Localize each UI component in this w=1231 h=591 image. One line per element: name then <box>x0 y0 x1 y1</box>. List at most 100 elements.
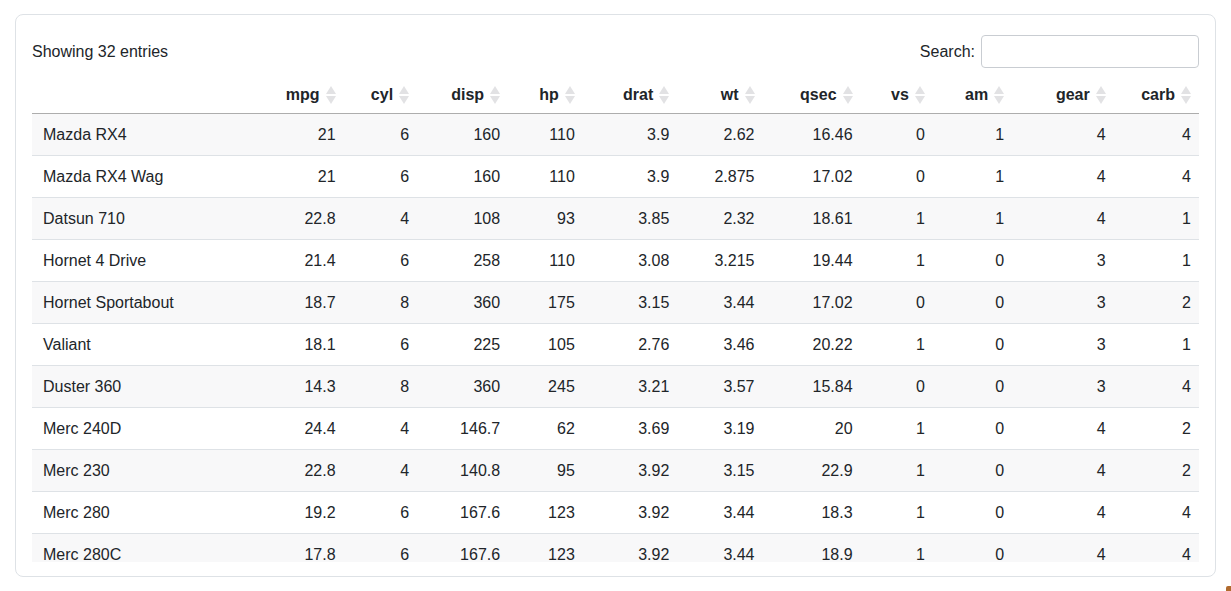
cell-cyl: 8 <box>344 365 418 407</box>
cell-disp: 146.7 <box>417 407 508 449</box>
cell-cyl: 6 <box>344 533 418 562</box>
cell-qsec: 17.02 <box>763 281 861 323</box>
cell-carb: 4 <box>1114 113 1199 155</box>
sort-both-icon <box>1181 86 1191 104</box>
cell-drat: 3.92 <box>583 491 678 533</box>
cell-wt: 3.57 <box>677 365 762 407</box>
cell-cyl: 6 <box>344 491 418 533</box>
data-table-card: Showing 32 entries Search: mpgcyldisphpd… <box>15 14 1216 577</box>
cell-vs: 0 <box>861 155 933 197</box>
cell-vs: 1 <box>861 449 933 491</box>
table-row: Mazda RX4 Wag2161601103.92.87517.020144 <box>32 155 1199 197</box>
cell-am: 0 <box>933 491 1012 533</box>
cell-disp: 167.6 <box>417 533 508 562</box>
cell-carb: 4 <box>1114 365 1199 407</box>
table-info: Showing 32 entries <box>32 43 168 61</box>
column-title: gear <box>1056 86 1090 103</box>
cell-carb: 1 <box>1114 239 1199 281</box>
cell-disp: 108 <box>417 197 508 239</box>
cell-cyl: 8 <box>344 281 418 323</box>
cell-gear: 4 <box>1012 155 1114 197</box>
row-name-cell: Hornet 4 Drive <box>32 239 253 281</box>
column-header-vs[interactable]: vs <box>861 78 933 113</box>
cell-hp: 93 <box>508 197 583 239</box>
cell-hp: 245 <box>508 365 583 407</box>
cell-hp: 95 <box>508 449 583 491</box>
search-input[interactable] <box>981 35 1199 68</box>
column-header-disp[interactable]: disp <box>417 78 508 113</box>
cell-vs: 0 <box>861 113 933 155</box>
row-name-cell: Valiant <box>32 323 253 365</box>
row-name-cell: Merc 230 <box>32 449 253 491</box>
row-name-cell: Hornet Sportabout <box>32 281 253 323</box>
cell-wt: 3.44 <box>677 281 762 323</box>
column-header-rowname[interactable] <box>32 78 253 113</box>
cell-carb: 2 <box>1114 281 1199 323</box>
cell-qsec: 22.9 <box>763 449 861 491</box>
cell-disp: 225 <box>417 323 508 365</box>
cell-mpg: 19.2 <box>253 491 344 533</box>
table-scroll-area[interactable]: mpg cyl disphpdratwt qsec vs am gear carb Mazda… <box>32 78 1199 562</box>
cell-am: 1 <box>933 197 1012 239</box>
cell-am: 0 <box>933 365 1012 407</box>
cell-hp: 110 <box>508 155 583 197</box>
cell-am: 0 <box>933 281 1012 323</box>
cell-wt: 3.19 <box>677 407 762 449</box>
column-header-am[interactable]: am <box>933 78 1012 113</box>
column-header-wt[interactable]: wt <box>677 78 762 113</box>
cell-cyl: 6 <box>344 239 418 281</box>
cell-vs: 1 <box>861 197 933 239</box>
column-header-gear[interactable]: gear <box>1012 78 1114 113</box>
cell-disp: 160 <box>417 155 508 197</box>
cell-hp: 62 <box>508 407 583 449</box>
cell-mpg: 18.7 <box>253 281 344 323</box>
cell-cyl: 4 <box>344 407 418 449</box>
cell-carb: 1 <box>1114 197 1199 239</box>
cell-drat: 3.92 <box>583 449 678 491</box>
cell-wt: 2.32 <box>677 197 762 239</box>
cell-hp: 105 <box>508 323 583 365</box>
table-row: Valiant18.162251052.763.4620.221031 <box>32 323 1199 365</box>
column-header-qsec[interactable]: qsec <box>763 78 861 113</box>
cell-qsec: 18.61 <box>763 197 861 239</box>
column-title: carb <box>1141 86 1175 103</box>
cell-qsec: 16.46 <box>763 113 861 155</box>
column-title: qsec <box>800 86 836 103</box>
column-header-hp[interactable]: hp <box>508 78 583 113</box>
sort-both-icon <box>745 86 755 104</box>
cell-hp: 175 <box>508 281 583 323</box>
sort-both-icon <box>915 86 925 104</box>
cell-mpg: 21 <box>253 113 344 155</box>
column-header-carb[interactable]: carb <box>1114 78 1199 113</box>
sort-both-icon <box>326 86 336 104</box>
column-header-cyl[interactable]: cyl <box>344 78 418 113</box>
cell-gear: 4 <box>1012 491 1114 533</box>
column-header-drat[interactable]: drat <box>583 78 678 113</box>
cell-am: 0 <box>933 407 1012 449</box>
cell-qsec: 18.9 <box>763 533 861 562</box>
cell-gear: 4 <box>1012 449 1114 491</box>
cell-disp: 360 <box>417 365 508 407</box>
cell-disp: 258 <box>417 239 508 281</box>
row-name-cell: Duster 360 <box>32 365 253 407</box>
column-title: cyl <box>371 86 393 103</box>
column-title: am <box>965 86 988 103</box>
sort-both-icon <box>399 86 409 104</box>
sort-both-icon <box>1096 86 1106 104</box>
cell-vs: 1 <box>861 533 933 562</box>
cell-hp: 123 <box>508 491 583 533</box>
cell-gear: 3 <box>1012 365 1114 407</box>
row-name-cell: Merc 240D <box>32 407 253 449</box>
cell-carb: 4 <box>1114 533 1199 562</box>
sort-both-icon <box>490 86 500 104</box>
cell-gear: 4 <box>1012 197 1114 239</box>
column-header-mpg[interactable]: mpg <box>253 78 344 113</box>
cell-cyl: 6 <box>344 323 418 365</box>
cell-wt: 3.44 <box>677 533 762 562</box>
cell-drat: 2.76 <box>583 323 678 365</box>
table-row: Mazda RX42161601103.92.6216.460144 <box>32 113 1199 155</box>
row-name-cell: Datsun 710 <box>32 197 253 239</box>
row-name-cell: Mazda RX4 <box>32 113 253 155</box>
cell-qsec: 20.22 <box>763 323 861 365</box>
cell-disp: 160 <box>417 113 508 155</box>
